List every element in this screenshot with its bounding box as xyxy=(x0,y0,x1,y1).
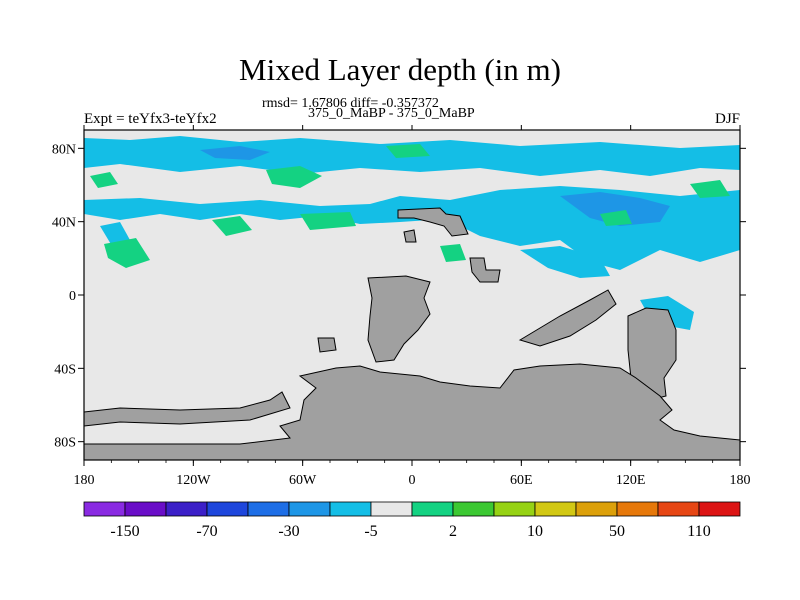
lon-tick-label: 180 xyxy=(74,473,95,488)
colorbar-swatch xyxy=(83,501,126,517)
land-island xyxy=(403,229,417,243)
positive-anomaly-region xyxy=(104,238,150,268)
positive-anomaly-region xyxy=(266,166,322,188)
anomaly-fields xyxy=(84,136,740,460)
land-indian-ridge xyxy=(518,289,617,347)
colorbar-swatch xyxy=(452,501,495,517)
stats-label: rmsd= 1.67806 diff= -0.357372 xyxy=(262,96,439,111)
subtitle: 375_0_MaBP - 375_0_MaBP xyxy=(308,106,475,121)
land-africa-fragment xyxy=(367,275,431,363)
colorbar-label: 10 xyxy=(527,523,543,540)
colorbar-label: -150 xyxy=(110,523,139,540)
positive-anomaly-region xyxy=(386,144,430,158)
lon-tick-label: 60E xyxy=(510,473,533,488)
lon-tick-label: 180 xyxy=(730,473,751,488)
colorbar-label: 50 xyxy=(609,523,625,540)
colorbar-swatch xyxy=(165,501,208,517)
colorbar-swatch xyxy=(206,501,249,517)
colorbar-swatch xyxy=(370,501,413,517)
positive-anomaly-region xyxy=(212,216,252,236)
lat-tick-label: 80N xyxy=(52,142,76,157)
lat-tick-label: 0 xyxy=(69,289,76,304)
colorbar-swatch xyxy=(124,501,167,517)
colorbar-swatch xyxy=(657,501,700,517)
lat-tick-label: 40N xyxy=(52,216,76,231)
negative-anomaly-region xyxy=(100,222,130,246)
colorbar-swatch xyxy=(329,501,372,517)
colorbar-swatch xyxy=(411,501,454,517)
lon-tick-label: 120E xyxy=(616,473,646,488)
colorbar-swatch xyxy=(698,501,741,517)
colorbar-label: 110 xyxy=(687,523,710,540)
positive-anomaly-region xyxy=(90,172,118,188)
positive-anomaly-region xyxy=(690,180,730,198)
positive-anomaly-region xyxy=(440,244,466,262)
season-label: DJF xyxy=(714,111,740,127)
land-antarctica xyxy=(84,363,740,460)
lat-tick-label: 80S xyxy=(54,436,76,451)
colorbar-label: -70 xyxy=(196,523,217,540)
lon-tick-label: 0 xyxy=(409,473,416,488)
positive-anomaly-region xyxy=(600,210,632,226)
lon-tick-label: 120W xyxy=(176,473,211,488)
negative-anomaly-region xyxy=(520,246,610,278)
land-masses xyxy=(84,207,740,460)
colorbar-swatch xyxy=(575,501,618,517)
colorbar: -150 -70 -30 -5 2 10 50 110 xyxy=(83,501,741,540)
colorbar-swatch xyxy=(534,501,577,517)
lat-tick-label: 40S xyxy=(54,362,76,377)
colorbar-swatch xyxy=(493,501,536,517)
land-south-america-fragment xyxy=(317,337,337,353)
colorbar-swatch xyxy=(616,501,659,517)
negative-anomaly-region xyxy=(560,192,670,226)
lon-tick-label: 60W xyxy=(289,473,317,488)
negative-anomaly-region xyxy=(200,146,270,160)
land-eurasia-fragment xyxy=(397,207,469,237)
colorbar-label: -5 xyxy=(364,523,377,540)
colorbar-swatch xyxy=(247,501,290,517)
axis-ticks: 180 120W 60W 0 60E 120E 180 80N 40N 0 40S 80S xyxy=(52,125,751,488)
experiment-label: Expt = teYfx3-teYfx2 xyxy=(84,111,217,127)
land-arabia-fragment xyxy=(469,257,501,283)
positive-anomaly-region xyxy=(300,212,356,230)
land-antarctic-fragment xyxy=(84,391,291,427)
colorbar-swatch xyxy=(288,501,331,517)
chart-title: Mixed Layer depth (in m) xyxy=(239,52,561,87)
colorbar-label: -30 xyxy=(278,523,299,540)
colorbar-label: 2 xyxy=(449,523,457,540)
